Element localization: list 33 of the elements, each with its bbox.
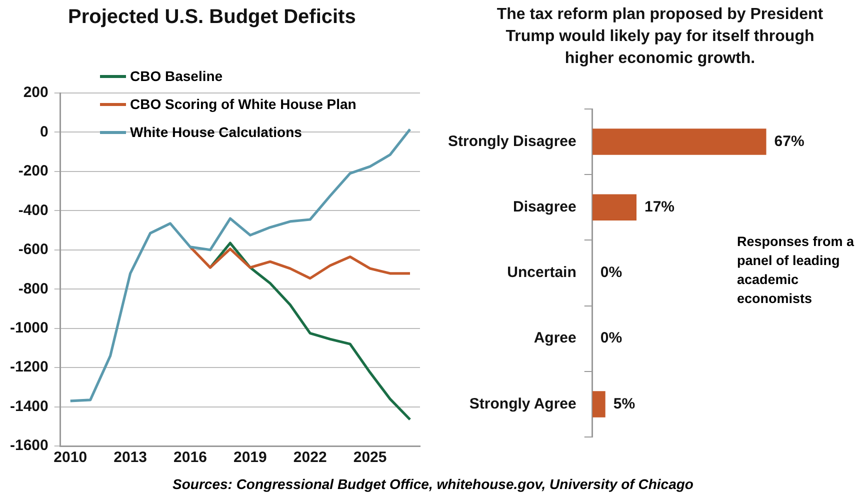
chart-title: The tax reform plan proposed by President Trump would likely pay for itself through higher economic growth. [496,5,824,69]
y-tick-label: -1400 [10,398,48,415]
legend-label: CBO Scoring of White House Plan [130,96,356,112]
y-tick-label: -1600 [10,437,48,454]
y-tick-label: Strongly Agree [469,395,576,412]
y-tick-label: Strongly Disagree [448,132,576,150]
y-tick-label: Agree [534,330,576,347]
x-tick-label: 2022 [293,449,327,466]
x-tick-label: 2016 [174,449,207,466]
legend-label: CBO Baseline [130,68,223,84]
chart-title: Projected U.S. Budget Deficits [68,6,356,29]
data-label: 0% [600,264,622,282]
y-tick-label: -400 [18,202,48,219]
x-tick-label: 2013 [114,449,147,466]
y-tick-label: 0 [40,123,48,140]
y-tick-label: -600 [18,241,48,258]
y-tick-label: -1200 [10,358,48,376]
y-tick-label: -200 [18,162,48,180]
y-tick-label: Disagree [512,198,576,216]
x-tick-label: 2025 [353,449,387,466]
legend-label: White House Calculations [130,124,302,140]
y-tick-label: -1000 [10,319,48,336]
source-note: Sources: Congressional Budget Office, whitehouse.gov, University of Chicago [172,476,694,492]
x-tick-label: 2019 [233,449,267,466]
annotation: Responses from a panel of leading academic economists [737,233,856,308]
data-label: 67% [774,132,804,150]
data-label: 17% [644,198,675,216]
data-label: 5% [613,395,636,412]
y-tick-label: Uncertain [507,264,576,282]
data-label: 0% [600,330,622,347]
y-tick-label: 200 [23,84,48,102]
y-tick-label: -800 [18,280,48,298]
x-tick-label: 2010 [54,449,88,466]
